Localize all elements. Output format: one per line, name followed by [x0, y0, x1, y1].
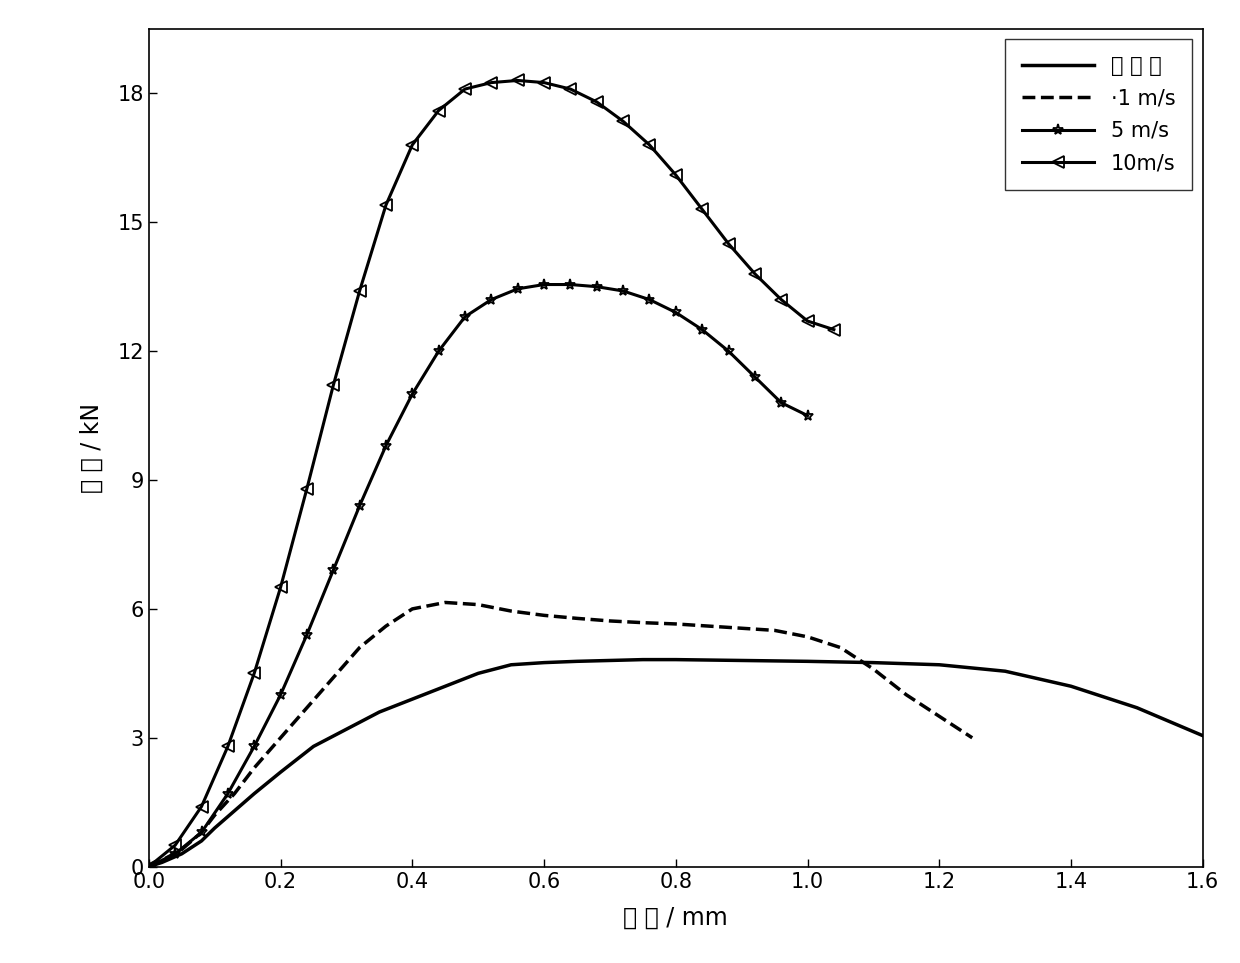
- Legend: 准 静 态, ·1 m/s, 5 m/s, 10m/s: 准 静 态, ·1 m/s, 5 m/s, 10m/s: [1004, 39, 1193, 190]
- Y-axis label: 载 荷 / kN: 载 荷 / kN: [79, 403, 104, 493]
- X-axis label: 位 移 / mm: 位 移 / mm: [624, 905, 728, 929]
